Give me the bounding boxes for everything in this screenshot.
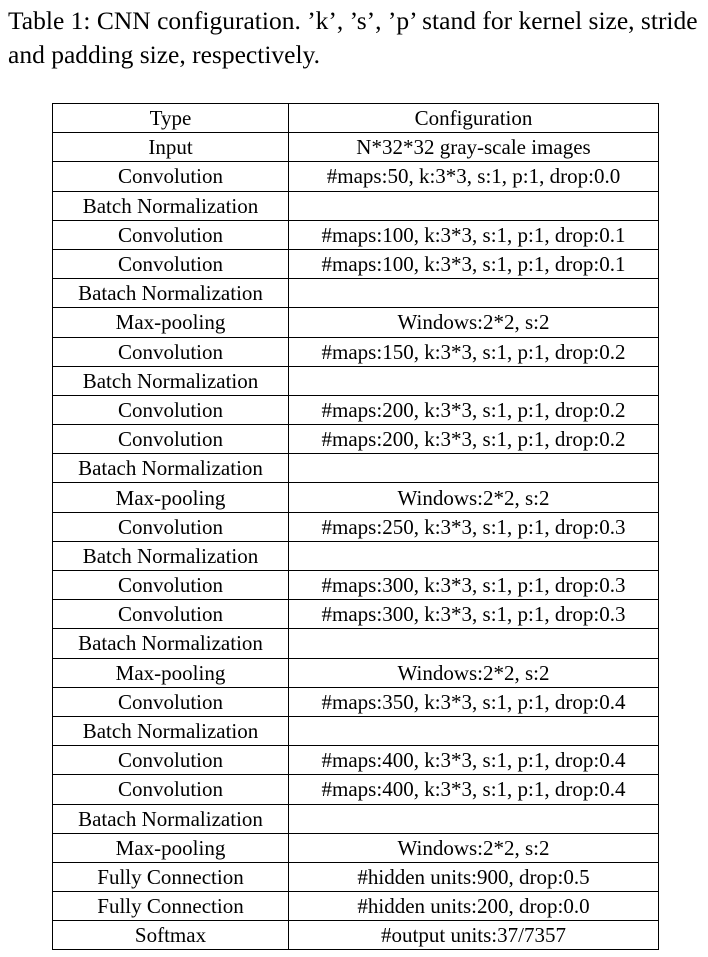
cell-configuration <box>288 628 659 659</box>
cell-type: Convolution <box>52 248 289 280</box>
table-row: Convolution #maps:300, k:3*3, s:1, p:1, d… <box>52 599 659 630</box>
table-row: Batach Normalization <box>52 803 659 834</box>
cell-type: Batach Normalization <box>52 628 289 659</box>
cell-type: Fully Connection <box>52 861 289 893</box>
cell-configuration: #output units:37/7357 <box>288 920 659 951</box>
cell-type: Input <box>52 132 289 163</box>
cell-configuration <box>288 365 659 396</box>
cell-type: Batch Normalization <box>52 715 289 747</box>
cell-configuration: Windows:2*2, s:2 <box>288 307 659 338</box>
table-row: Convolution #maps:100, k:3*3, s:1, p:1, d… <box>52 248 659 280</box>
cell-configuration: Windows:2*2, s:2 <box>288 832 659 863</box>
table-row: Convolution #maps:400, k:3*3, s:1, p:1, d… <box>52 774 659 805</box>
table-row: Batch Normalization <box>52 365 659 396</box>
cell-type: Convolution <box>52 219 289 250</box>
table-body: Input N*32*32 gray-scale images Convolutio… <box>52 132 659 951</box>
cell-configuration: #maps:250, k:3*3, s:1, p:1, drop:0.3 <box>288 511 659 542</box>
cell-configuration: #maps:400, k:3*3, s:1, p:1, drop:0.4 <box>288 745 659 776</box>
table-row: Batach Normalization <box>52 278 659 309</box>
cell-configuration: #maps:300, k:3*3, s:1, p:1, drop:0.3 <box>288 599 659 630</box>
cell-configuration: Windows:2*2, s:2 <box>288 657 659 688</box>
cell-type: Convolution <box>52 745 289 776</box>
cell-configuration: #maps:100, k:3*3, s:1, p:1, drop:0.1 <box>288 219 659 250</box>
table-header: Type Configuration <box>52 102 659 134</box>
table-row: Max-pooling Windows:2*2, s:2 <box>52 832 659 863</box>
table-row: Batch Normalization <box>52 190 659 221</box>
table-caption: Table 1: CNN configuration. ’k’, ’s’, ’p… <box>8 6 698 69</box>
table-row: Max-pooling Windows:2*2, s:2 <box>52 307 659 338</box>
cell-configuration: #maps:200, k:3*3, s:1, p:1, drop:0.2 <box>288 394 659 426</box>
cell-type: Convolution <box>52 394 289 426</box>
header-configuration: Configuration <box>288 102 659 134</box>
header-type: Type <box>52 102 289 134</box>
cell-type: Max-pooling <box>52 832 289 863</box>
table-row: Max-pooling Windows:2*2, s:2 <box>52 657 659 688</box>
cell-configuration: #maps:200, k:3*3, s:1, p:1, drop:0.2 <box>288 424 659 455</box>
cnn-config-table-container: Type Configuration Input N*32*32 gray-sca… <box>52 102 659 951</box>
cell-type: Max-pooling <box>52 482 289 513</box>
table-row: Fully Connection #hidden units:200, drop:… <box>52 891 659 922</box>
table-row: Convolution #maps:50, k:3*3, s:1, p:1, dr… <box>52 161 659 192</box>
cell-configuration: #maps:300, k:3*3, s:1, p:1, drop:0.3 <box>288 569 659 601</box>
cell-configuration: #maps:150, k:3*3, s:1, p:1, drop:0.2 <box>288 336 659 367</box>
table-row: Batach Normalization <box>52 628 659 659</box>
cell-configuration: N*32*32 gray-scale images <box>288 132 659 163</box>
cell-type: Max-pooling <box>52 307 289 338</box>
table-row: Batch Normalization <box>52 715 659 747</box>
cell-type: Convolution <box>52 424 289 455</box>
cell-type: Batch Normalization <box>52 365 289 396</box>
table-row: Convolution #maps:150, k:3*3, s:1, p:1, d… <box>52 336 659 367</box>
cell-type: Convolution <box>52 511 289 542</box>
cell-type: Convolution <box>52 774 289 805</box>
cell-type: Max-pooling <box>52 657 289 688</box>
cell-configuration <box>288 278 659 309</box>
cell-configuration <box>288 453 659 484</box>
cell-configuration: #hidden units:900, drop:0.5 <box>288 861 659 893</box>
cell-type: Convolution <box>52 686 289 717</box>
cell-type: Batach Normalization <box>52 453 289 484</box>
cell-configuration: #maps:100, k:3*3, s:1, p:1, drop:0.1 <box>288 248 659 280</box>
cell-type: Batch Normalization <box>52 540 289 572</box>
cell-configuration: #hidden units:200, drop:0.0 <box>288 891 659 922</box>
cell-type: Fully Connection <box>52 891 289 922</box>
table-row: Convolution #maps:250, k:3*3, s:1, p:1, d… <box>52 511 659 542</box>
cell-type: Convolution <box>52 599 289 630</box>
cell-configuration: Windows:2*2, s:2 <box>288 482 659 513</box>
cell-configuration <box>288 715 659 747</box>
cell-configuration: #maps:400, k:3*3, s:1, p:1, drop:0.4 <box>288 774 659 805</box>
cell-type: Softmax <box>52 920 289 951</box>
table-row: Batch Normalization <box>52 540 659 572</box>
cell-type: Batach Normalization <box>52 278 289 309</box>
table-row: Convolution #maps:300, k:3*3, s:1, p:1, d… <box>52 569 659 601</box>
table-row: Max-pooling Windows:2*2, s:2 <box>52 482 659 513</box>
cnn-config-table: Type Configuration Input N*32*32 gray-sca… <box>52 102 659 951</box>
cell-type: Batch Normalization <box>52 190 289 221</box>
cell-type: Convolution <box>52 569 289 601</box>
cell-configuration: #maps:50, k:3*3, s:1, p:1, drop:0.0 <box>288 161 659 192</box>
table-row: Convolution #maps:100, k:3*3, s:1, p:1, d… <box>52 219 659 250</box>
cell-type: Batach Normalization <box>52 803 289 834</box>
table-row: Softmax #output units:37/7357 <box>52 920 659 951</box>
table-row: Convolution #maps:350, k:3*3, s:1, p:1, d… <box>52 686 659 717</box>
table-row: Batach Normalization <box>52 453 659 484</box>
cell-configuration: #maps:350, k:3*3, s:1, p:1, drop:0.4 <box>288 686 659 717</box>
table-row: Convolution #maps:400, k:3*3, s:1, p:1, d… <box>52 745 659 776</box>
table-row: Input N*32*32 gray-scale images <box>52 132 659 163</box>
cell-type: Convolution <box>52 161 289 192</box>
header-row: Type Configuration <box>52 102 659 134</box>
cell-type: Convolution <box>52 336 289 367</box>
table-row: Fully Connection #hidden units:900, drop:… <box>52 861 659 893</box>
cell-configuration <box>288 540 659 572</box>
cell-configuration <box>288 803 659 834</box>
cell-configuration <box>288 190 659 221</box>
table-row: Convolution #maps:200, k:3*3, s:1, p:1, d… <box>52 424 659 455</box>
table-row: Convolution #maps:200, k:3*3, s:1, p:1, d… <box>52 394 659 426</box>
